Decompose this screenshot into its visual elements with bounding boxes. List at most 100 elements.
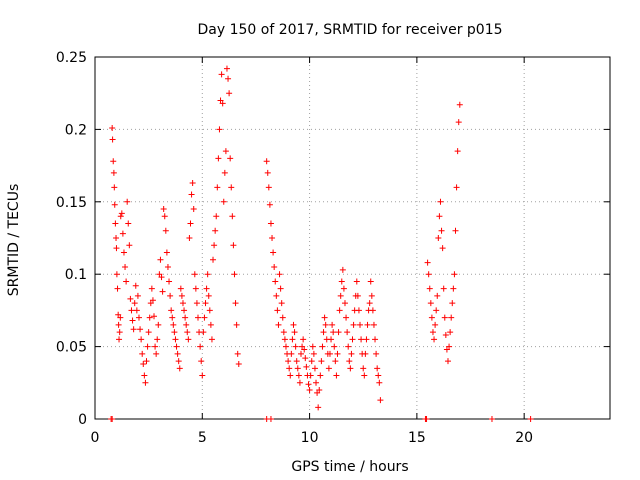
data-point bbox=[441, 314, 448, 321]
data-point bbox=[362, 350, 369, 357]
data-point bbox=[285, 358, 292, 365]
data-point bbox=[320, 329, 327, 336]
data-point bbox=[190, 206, 197, 213]
data-point bbox=[336, 307, 343, 314]
data-point bbox=[265, 184, 272, 191]
data-point bbox=[179, 300, 186, 307]
data-point bbox=[341, 300, 348, 307]
data-point bbox=[169, 314, 176, 321]
data-point bbox=[368, 292, 375, 299]
data-point bbox=[370, 321, 377, 328]
data-point bbox=[432, 321, 439, 328]
data-point bbox=[294, 365, 301, 372]
data-point bbox=[193, 300, 200, 307]
data-point bbox=[162, 227, 169, 234]
data-point bbox=[427, 300, 434, 307]
data-point bbox=[433, 307, 440, 314]
data-point bbox=[206, 307, 213, 314]
data-point bbox=[137, 326, 144, 333]
data-point bbox=[125, 220, 132, 227]
data-point bbox=[372, 336, 379, 343]
data-point bbox=[440, 285, 447, 292]
data-point bbox=[160, 206, 167, 213]
data-point bbox=[319, 343, 326, 350]
data-point bbox=[216, 126, 223, 133]
data-point bbox=[347, 365, 354, 372]
data-point bbox=[173, 343, 180, 350]
data-point bbox=[186, 235, 193, 241]
y-tick-label: 0 bbox=[78, 412, 87, 428]
data-point bbox=[434, 292, 441, 299]
data-point bbox=[305, 381, 312, 388]
x-axis-label: GPS time / hours bbox=[291, 459, 408, 475]
data-point bbox=[151, 313, 158, 320]
data-point bbox=[269, 235, 276, 241]
data-point bbox=[221, 169, 228, 176]
y-axis-label: SRMTID / TECUs bbox=[6, 184, 22, 297]
data-point bbox=[439, 245, 446, 252]
data-point bbox=[318, 358, 325, 365]
data-point bbox=[316, 387, 323, 394]
data-point bbox=[141, 372, 148, 379]
data-point bbox=[152, 343, 159, 350]
data-point bbox=[214, 184, 221, 191]
data-point bbox=[437, 198, 444, 205]
data-point bbox=[340, 285, 347, 292]
data-point bbox=[303, 363, 310, 370]
data-point bbox=[177, 285, 184, 292]
data-point bbox=[215, 155, 222, 162]
data-point bbox=[331, 343, 338, 350]
data-point bbox=[161, 213, 168, 220]
data-point bbox=[188, 191, 195, 198]
data-point bbox=[329, 321, 336, 328]
data-point bbox=[363, 336, 370, 343]
data-point bbox=[227, 155, 234, 162]
x-tick-label: 15 bbox=[408, 430, 426, 446]
data-point bbox=[289, 336, 296, 343]
data-point bbox=[313, 379, 320, 386]
data-point bbox=[376, 379, 383, 386]
data-point bbox=[232, 300, 239, 307]
data-point bbox=[222, 148, 229, 155]
data-point bbox=[116, 329, 123, 336]
data-point bbox=[275, 321, 282, 328]
data-point bbox=[358, 336, 365, 343]
data-point bbox=[424, 259, 431, 266]
data-point bbox=[451, 271, 458, 278]
data-point bbox=[187, 220, 194, 227]
data-point bbox=[288, 350, 295, 357]
x-tick-label: 0 bbox=[91, 430, 100, 446]
data-point bbox=[366, 300, 373, 307]
data-point bbox=[163, 249, 170, 256]
data-point bbox=[231, 271, 238, 278]
data-point bbox=[330, 329, 337, 336]
data-point bbox=[364, 321, 371, 328]
data-point bbox=[444, 358, 451, 365]
data-point bbox=[115, 321, 122, 328]
data-point bbox=[266, 201, 273, 208]
data-point bbox=[373, 350, 380, 357]
data-point bbox=[450, 285, 457, 292]
data-point bbox=[335, 329, 342, 336]
data-point bbox=[138, 336, 145, 343]
data-point bbox=[182, 314, 189, 321]
data-point bbox=[168, 307, 175, 314]
data-point bbox=[226, 90, 233, 97]
data-point bbox=[337, 292, 344, 299]
data-point bbox=[146, 314, 153, 321]
data-point bbox=[117, 314, 124, 321]
data-point bbox=[171, 329, 178, 336]
data-point bbox=[155, 321, 162, 328]
data-point bbox=[453, 184, 460, 191]
data-point bbox=[348, 350, 355, 357]
data-point bbox=[178, 292, 185, 299]
data-point bbox=[334, 350, 341, 357]
data-point bbox=[442, 332, 449, 339]
data-point bbox=[274, 307, 281, 314]
data-point bbox=[129, 317, 136, 324]
data-point bbox=[339, 266, 346, 273]
data-point bbox=[354, 292, 361, 299]
data-point bbox=[349, 336, 356, 343]
y-tick-label: 0.1 bbox=[65, 267, 87, 283]
